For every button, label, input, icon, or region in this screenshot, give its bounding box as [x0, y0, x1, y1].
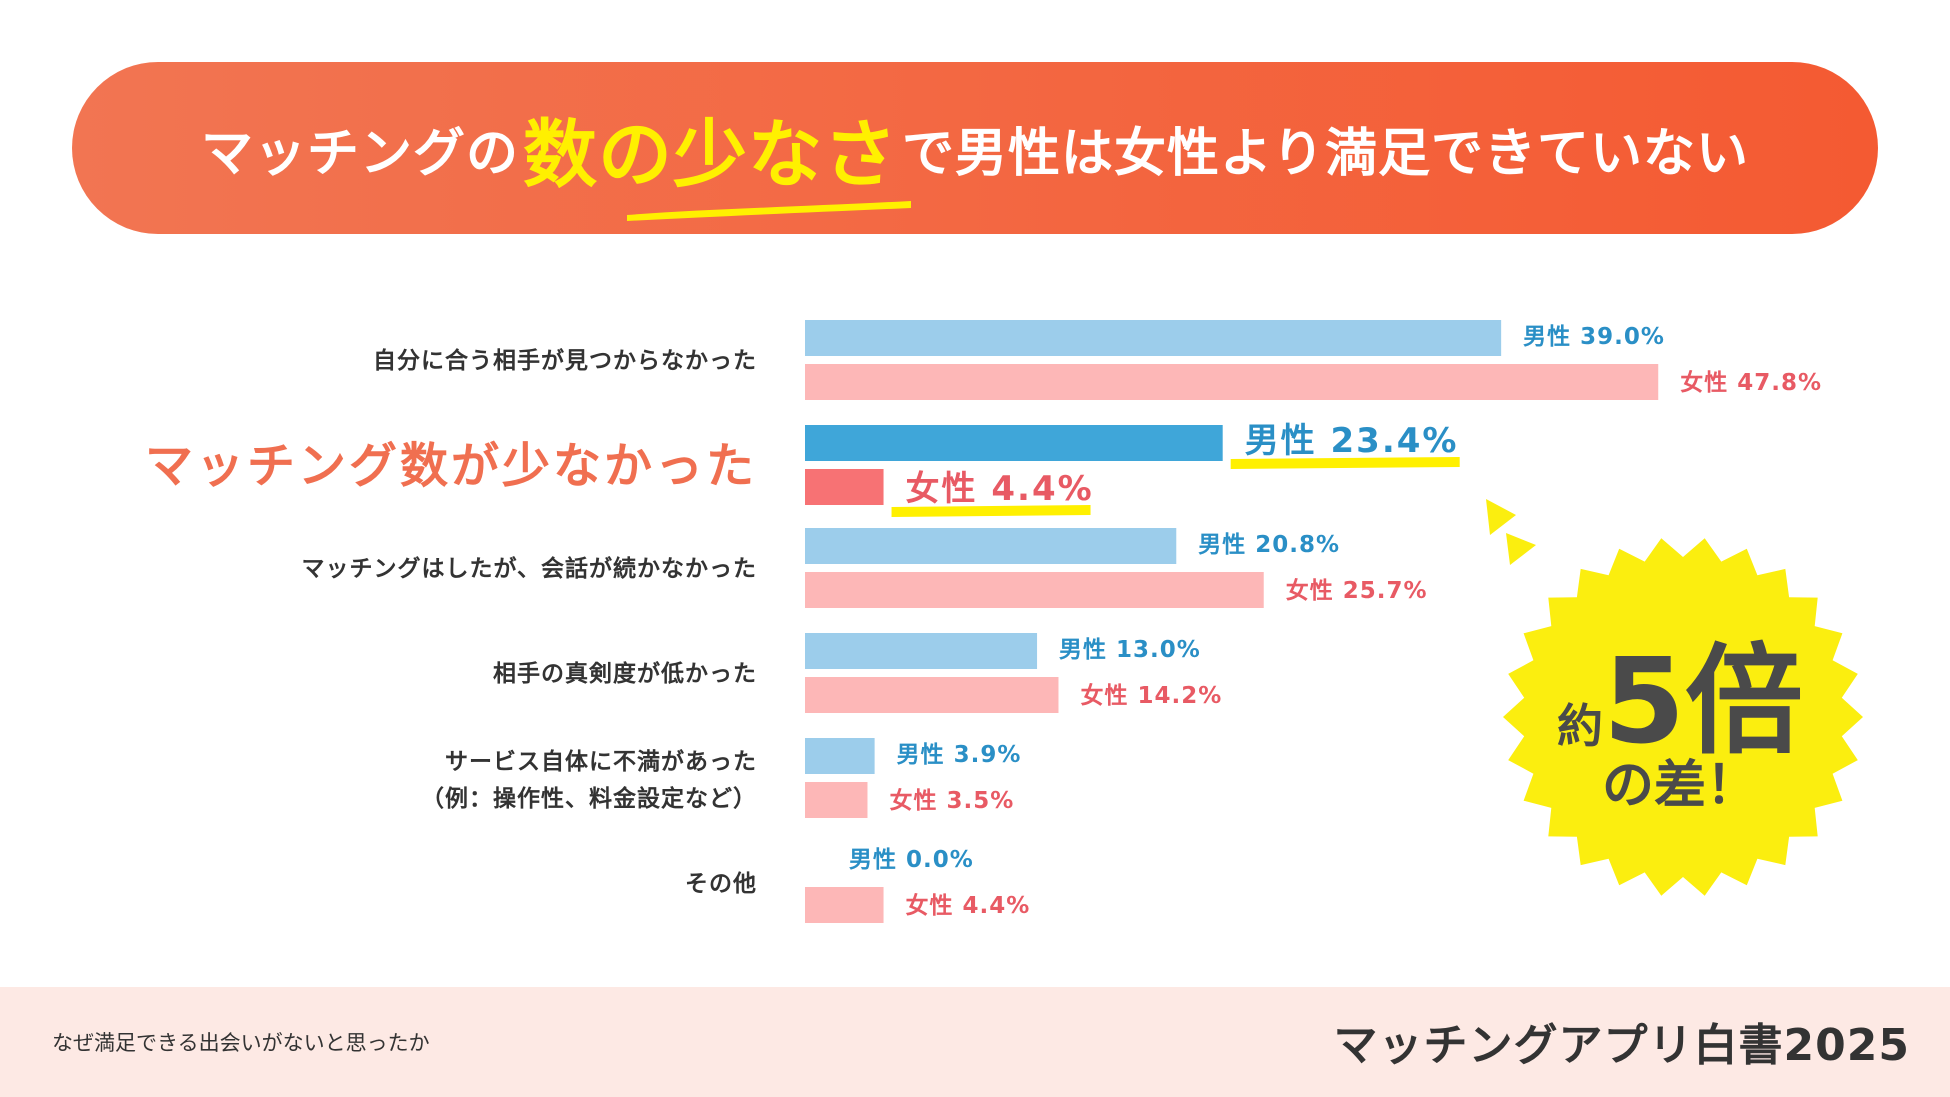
value-label-female-5: 女性 4.4% [906, 892, 1031, 919]
value-label-female-3: 女性 14.2% [1080, 682, 1222, 709]
bar-female-1 [805, 469, 884, 505]
highlight-underline-swoosh [627, 201, 911, 221]
footer-note: なぜ満足できる出会いがないと思ったか [52, 1031, 430, 1055]
category-label-5: その他 [685, 871, 757, 897]
callout-line2: の差！ [1601, 756, 1758, 816]
value-label-male-3: 男性 13.0% [1059, 637, 1201, 663]
category-label-1: マッチング数が少なかった [145, 438, 757, 494]
category-label-3: 相手の真剣度が低かった [493, 660, 757, 687]
value-label-male-1: 男性 23.4% [1245, 421, 1459, 461]
value-label-female-2: 女性 25.7% [1286, 577, 1428, 604]
value-label-female-4: 女性 3.5% [889, 787, 1014, 814]
bar-male-4 [805, 738, 875, 774]
callout-text: 約5倍 の差！ [1480, 575, 1880, 855]
callout-multiplier: 5倍 [1602, 632, 1804, 770]
value-label-female-1: 女性 4.4% [906, 469, 1094, 509]
bar-female-4 [805, 782, 868, 818]
footer-brand: マッチングアプリ白書2025 [1333, 1020, 1910, 1071]
callout-burst [1503, 538, 1863, 896]
category-label-0: 自分に合う相手が見つからなかった [373, 347, 757, 374]
highlight-marker-female [891, 505, 1091, 517]
bar-male-0 [805, 320, 1502, 356]
bar-female-2 [805, 572, 1264, 608]
page-title: マッチングの 数の少なさ で男性は女性より満足できていない [72, 62, 1878, 234]
bar-male-2 [805, 528, 1177, 564]
bar-female-3 [805, 677, 1059, 713]
footer: なぜ満足できる出会いがないと思ったか マッチングアプリ白書2025 [0, 987, 1950, 1097]
bar-male-3 [805, 633, 1038, 669]
callout-prefix: 約 [1556, 699, 1603, 753]
bar-chart: 自分に合う相手が見つからなかった 男性 39.0% 女性 47.8% マッチング数が少… [145, 320, 1822, 923]
bar-female-0 [805, 364, 1659, 400]
category-label-2: マッチングはしたが、会話が続かなかった [301, 555, 757, 582]
category-label-4-line1: （例：操作性、料金設定など） [421, 785, 757, 812]
value-label-male-5: 男性 0.0% [849, 847, 974, 873]
value-label-female-0: 女性 47.8% [1680, 369, 1822, 396]
title-suffix: で男性は女性より満足できていない [902, 123, 1749, 184]
bar-female-5 [805, 887, 884, 923]
title-prefix: マッチングの [201, 123, 520, 184]
title-highlight: 数の少なさ [523, 111, 899, 198]
title-banner: マッチングの 数の少なさ で男性は女性より満足できていない [72, 62, 1878, 234]
value-label-male-2: 男性 20.8% [1198, 532, 1340, 558]
highlight-marker-male [1230, 457, 1460, 469]
burst-shape [1503, 538, 1863, 896]
value-label-male-0: 男性 39.0% [1523, 324, 1665, 350]
value-label-male-4: 男性 3.9% [897, 742, 1022, 768]
category-label-4-line0: サービス自体に不満があった [445, 748, 757, 775]
bar-male-1 [805, 425, 1223, 461]
callout-line1: 約5倍 [1480, 605, 1880, 776]
pointer-triangles-icon [1486, 499, 1536, 565]
